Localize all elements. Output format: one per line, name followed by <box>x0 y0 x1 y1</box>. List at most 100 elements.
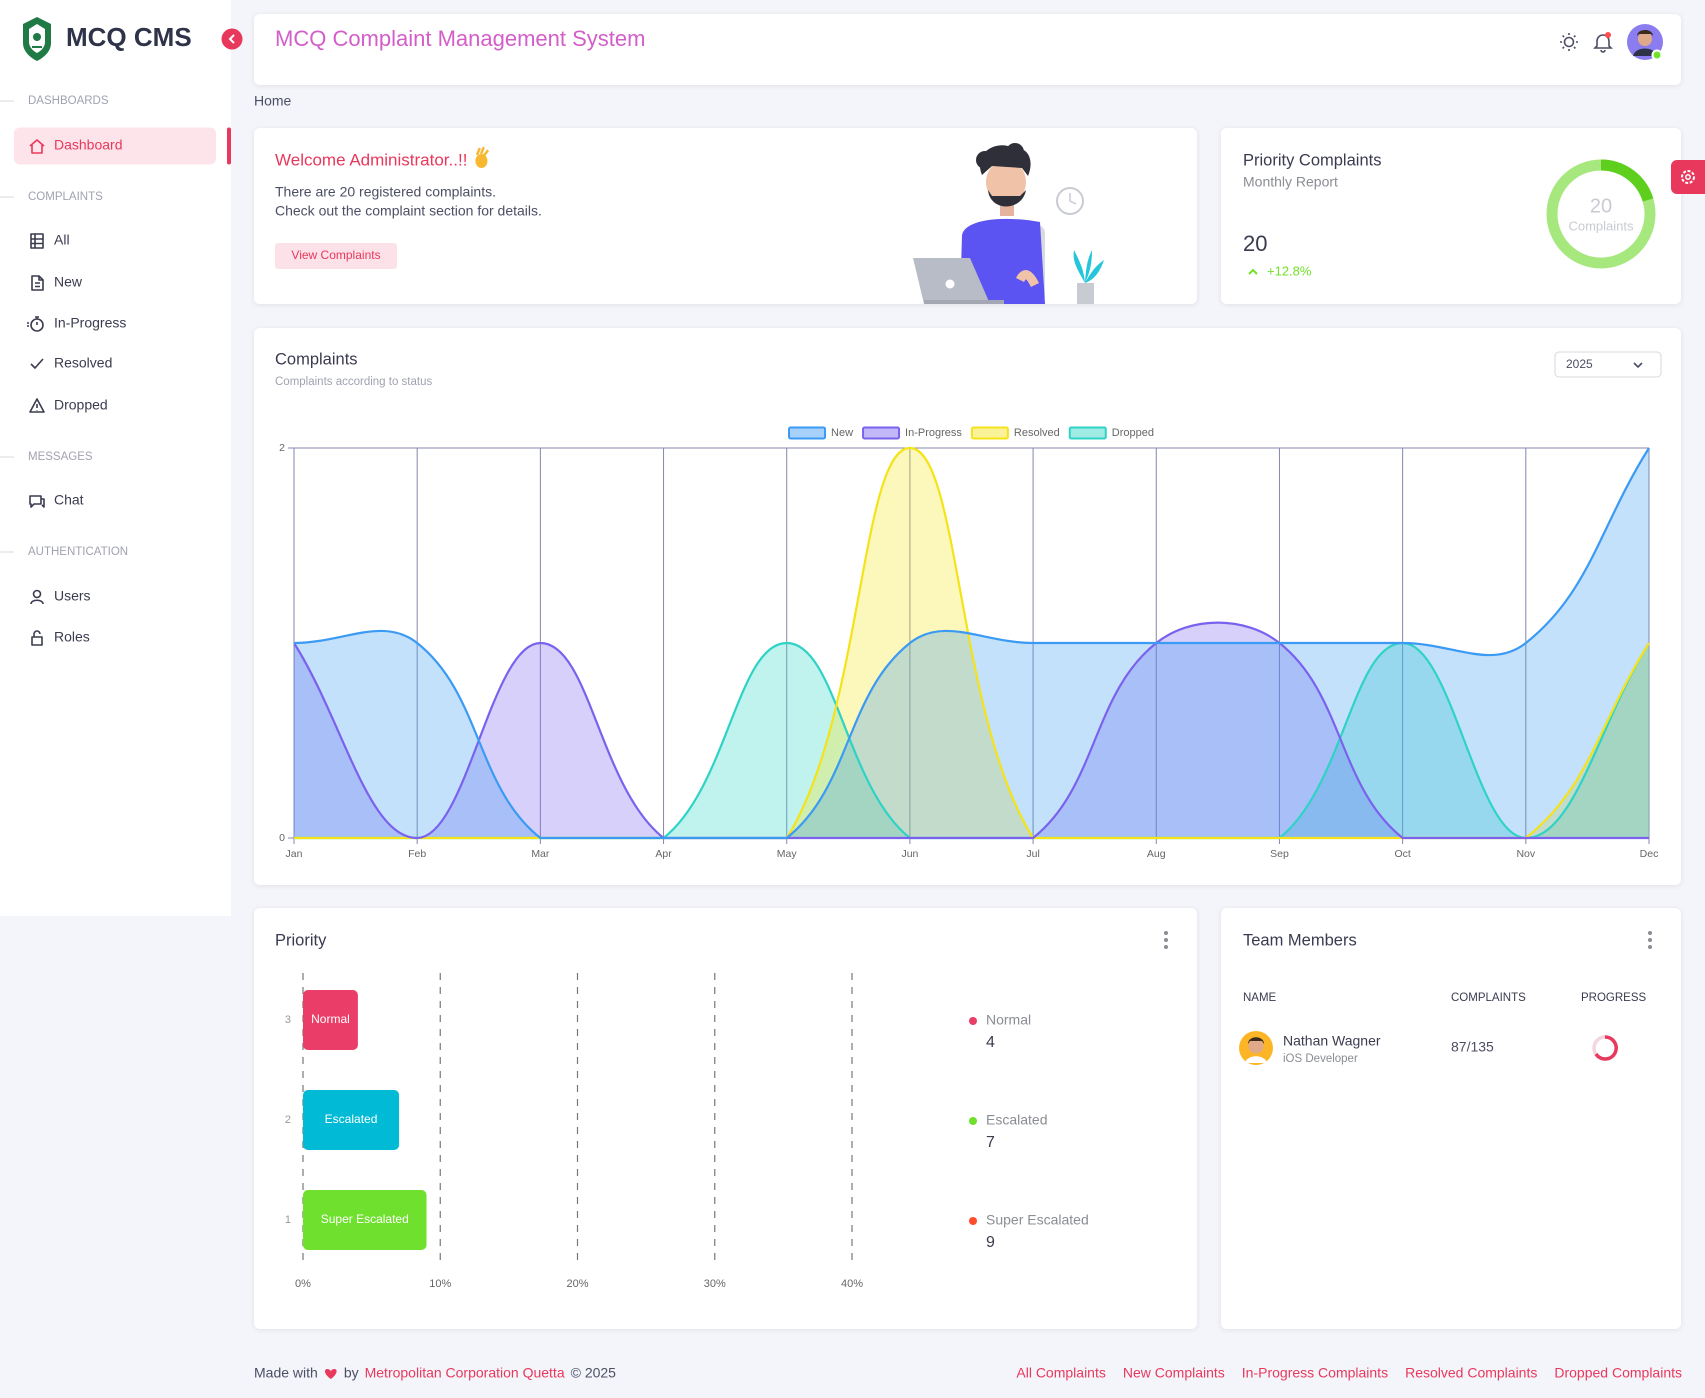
settings-tab[interactable] <box>1671 160 1705 194</box>
legend-label: Dropped <box>1112 427 1154 439</box>
legend-value: 7 <box>986 1134 995 1151</box>
donut <box>1546 159 1656 269</box>
nav-item[interactable]: Chat <box>54 492 84 508</box>
trend-icon <box>1248 268 1258 275</box>
footer: Made with by Metropolitan Corporation Quet… <box>254 1365 1682 1381</box>
legend-swatch <box>1068 426 1107 440</box>
heart-icon <box>325 1369 337 1379</box>
legend-label: New <box>831 427 853 439</box>
x-tick-label: 40% <box>841 1278 863 1290</box>
series-area <box>294 622 1649 838</box>
welcome-text: There are 20 registered complaints. <box>275 184 496 200</box>
nav-icon <box>31 630 43 646</box>
header-bar <box>254 14 1681 85</box>
year-select-value[interactable]: 2025 <box>1566 357 1593 371</box>
footer-link[interactable]: Metropolitan Corporation Quetta <box>365 1365 565 1381</box>
priority-card <box>1221 128 1681 304</box>
nav-item[interactable]: Dashboard <box>54 137 123 153</box>
notifications[interactable] <box>1593 32 1613 53</box>
theme-toggle[interactable] <box>1560 33 1578 51</box>
chart-title: Complaints <box>275 350 358 368</box>
card-change: +12.8% <box>1267 263 1312 278</box>
member-complaints: 87/135 <box>1451 1039 1494 1055</box>
nav-item[interactable]: Users <box>54 588 91 604</box>
nav-icon <box>30 358 44 369</box>
nav-item[interactable]: Dropped <box>54 397 108 413</box>
progress-ring <box>1592 1035 1618 1061</box>
x-tick-label: Feb <box>408 848 426 860</box>
nav-item[interactable]: New <box>54 274 83 290</box>
view-complaints-button[interactable]: View Complaints <box>275 243 397 269</box>
illustration <box>913 143 1104 304</box>
series-area <box>294 448 1649 838</box>
legend-swatch <box>788 426 827 440</box>
header-title: MCQ Complaint Management System <box>275 26 645 51</box>
card-value: 20 <box>1243 231 1267 256</box>
footer-text: Made with <box>254 1365 318 1381</box>
legend-label: Resolved <box>1014 427 1060 439</box>
x-tick-label: Nov <box>1516 848 1535 860</box>
nav-icon <box>31 275 44 291</box>
section-title: MESSAGES <box>28 451 93 463</box>
nav-item[interactable]: All <box>54 232 70 248</box>
sidebar-nav: DASHBOARDS Dashboard COMPLAINTS All New In-Pr… <box>0 95 231 646</box>
nav-item[interactable]: Resolved <box>54 355 112 371</box>
line-chart: Jan Feb Mar Apr May Jun Jul Aug Sep Oct Nov Dec 0 2 Ne… <box>279 426 1658 860</box>
nav-item[interactable]: Roles <box>54 629 90 645</box>
footer-link[interactable]: In-Progress Complaints <box>1242 1365 1388 1381</box>
legend-dot <box>969 1117 977 1125</box>
card-title: Team Members <box>1243 931 1357 949</box>
legend-swatch <box>862 426 901 440</box>
x-tick-label: 20% <box>566 1278 588 1290</box>
y-tick-label: 2 <box>285 1114 291 1126</box>
team-card <box>1221 908 1681 1329</box>
card-title: Priority Complaints <box>1243 151 1381 169</box>
brand: MCQ CMS <box>66 22 192 52</box>
legend-dot <box>969 1017 977 1025</box>
nav-item[interactable]: In-Progress <box>54 315 126 331</box>
card-menu[interactable] <box>1648 931 1652 949</box>
nav-icon <box>27 316 44 332</box>
y-tick-label: 1 <box>285 1214 291 1226</box>
y-tick-label: 3 <box>285 1014 291 1026</box>
year-select[interactable]: 2025 <box>1554 351 1662 378</box>
nav-icon <box>30 233 44 249</box>
member-avatar <box>1239 1031 1273 1065</box>
legend-label: Normal <box>986 1012 1031 1028</box>
member-name: Nathan Wagner <box>1283 1033 1381 1049</box>
x-tick-label: Mar <box>531 848 550 860</box>
footer-link[interactable]: Resolved Complaints <box>1405 1365 1537 1381</box>
legend-label: Super Escalated <box>986 1212 1089 1228</box>
bar <box>303 1190 427 1250</box>
footer-text: by <box>344 1365 359 1381</box>
member-role: iOS Developer <box>1283 1053 1358 1065</box>
series-line <box>294 621 1649 840</box>
card-menu[interactable] <box>1164 931 1168 949</box>
nav-icon <box>29 495 45 508</box>
series-line <box>294 447 1650 840</box>
section-title: DASHBOARDS <box>28 95 109 107</box>
legend-dot <box>969 1217 977 1225</box>
x-tick-label: 30% <box>704 1278 726 1290</box>
nav-icon <box>29 139 45 154</box>
y-tick-label: 0 <box>279 832 285 844</box>
x-tick-label: 0% <box>295 1278 311 1290</box>
footer-link[interactable]: New Complaints <box>1123 1365 1225 1381</box>
card-subtitle: Monthly Report <box>1243 174 1338 190</box>
x-tick-label: 10% <box>429 1278 451 1290</box>
legend-value: 9 <box>986 1234 995 1251</box>
legend: New In-Progress Resolved Dropped <box>788 426 1154 440</box>
donut-value: 20 <box>1590 195 1612 217</box>
x-tick-label: Jun <box>901 848 918 860</box>
bar-chart: 0% 10% 20% 30% 40% 3 Normal Normal 4 2 Escalated Es… <box>285 973 1089 1290</box>
user-avatar[interactable] <box>1627 24 1663 61</box>
active-indicator <box>227 127 231 165</box>
footer-link[interactable]: All Complaints <box>1016 1365 1105 1381</box>
x-tick-label: Oct <box>1394 848 1410 860</box>
breadcrumb[interactable]: Home <box>254 93 292 109</box>
legend-label: In-Progress <box>905 427 962 439</box>
footer-link[interactable]: Dropped Complaints <box>1554 1365 1682 1381</box>
collapse-button[interactable] <box>221 28 243 50</box>
button-label[interactable]: View Complaints <box>291 248 380 262</box>
x-tick-label: Jul <box>1026 848 1039 860</box>
